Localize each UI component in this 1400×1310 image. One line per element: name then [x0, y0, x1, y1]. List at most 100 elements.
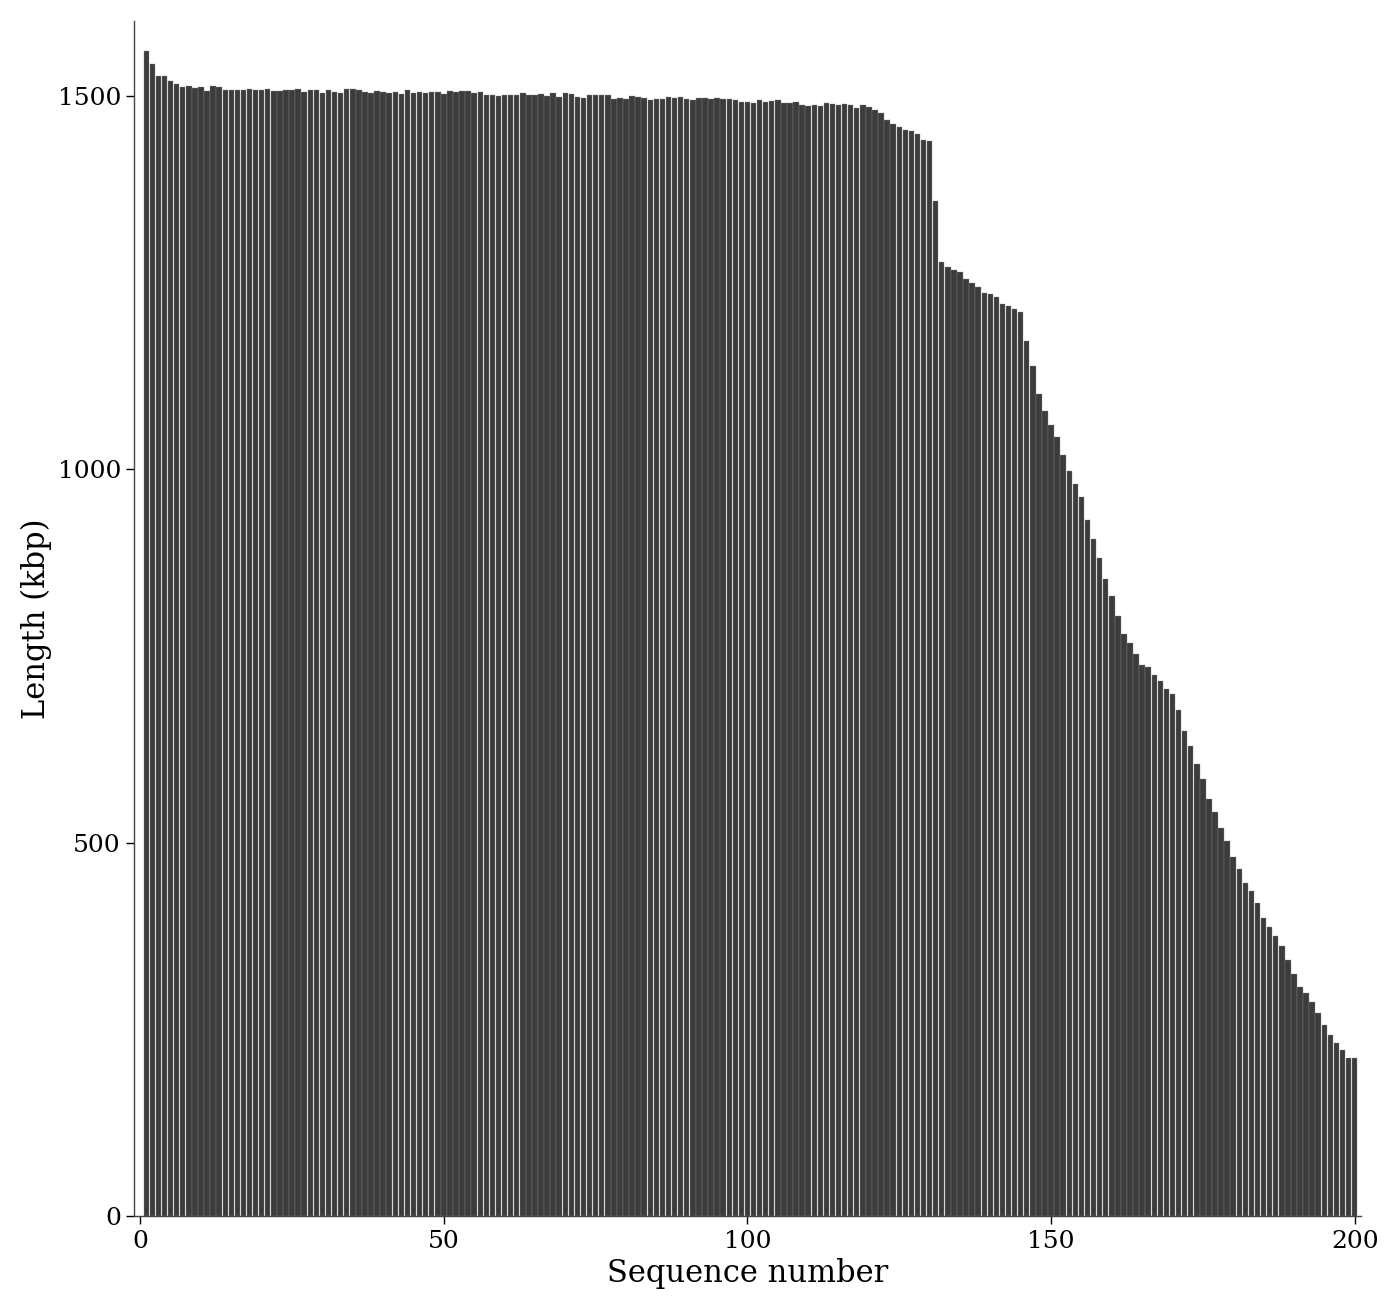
Bar — [1218, 828, 1224, 1217]
Bar — [581, 98, 587, 1217]
Bar — [648, 100, 652, 1217]
Bar — [344, 89, 350, 1217]
Bar — [272, 92, 277, 1217]
Bar — [356, 90, 361, 1217]
Bar — [1049, 426, 1054, 1217]
Bar — [1000, 304, 1005, 1217]
Bar — [483, 96, 489, 1217]
Bar — [672, 98, 678, 1217]
Bar — [1316, 1014, 1322, 1217]
X-axis label: Sequence number: Sequence number — [606, 1258, 888, 1289]
Bar — [210, 86, 216, 1217]
Bar — [241, 90, 246, 1217]
Bar — [1170, 694, 1175, 1217]
Bar — [921, 140, 927, 1217]
Bar — [1127, 643, 1133, 1217]
Bar — [204, 90, 210, 1217]
Bar — [168, 81, 174, 1217]
Bar — [714, 98, 720, 1217]
Bar — [914, 134, 920, 1217]
Bar — [381, 92, 386, 1217]
Bar — [1189, 745, 1193, 1217]
Bar — [428, 93, 434, 1217]
Bar — [563, 93, 568, 1217]
Bar — [1085, 520, 1091, 1217]
Bar — [623, 98, 629, 1217]
Bar — [745, 102, 750, 1217]
Bar — [392, 92, 398, 1217]
Bar — [776, 100, 781, 1217]
Bar — [228, 90, 234, 1217]
Bar — [1231, 857, 1236, 1217]
Bar — [1200, 779, 1205, 1217]
Bar — [848, 105, 854, 1217]
Bar — [1152, 675, 1156, 1217]
Bar — [823, 103, 829, 1217]
Bar — [794, 102, 799, 1217]
Bar — [727, 100, 732, 1217]
Bar — [945, 267, 951, 1217]
Bar — [1285, 960, 1291, 1217]
Bar — [568, 94, 574, 1217]
Bar — [812, 105, 818, 1217]
Bar — [435, 93, 441, 1217]
Bar — [186, 86, 192, 1217]
Bar — [787, 103, 792, 1217]
Bar — [666, 97, 671, 1217]
Bar — [976, 287, 981, 1217]
Bar — [818, 106, 823, 1217]
Bar — [405, 90, 410, 1217]
Bar — [1176, 710, 1182, 1217]
Bar — [532, 96, 538, 1217]
Bar — [654, 98, 659, 1217]
Bar — [441, 94, 447, 1217]
Bar — [1012, 309, 1018, 1217]
Bar — [1352, 1058, 1358, 1217]
Bar — [1291, 973, 1296, 1217]
Bar — [739, 102, 745, 1217]
Bar — [987, 295, 993, 1217]
Bar — [1091, 538, 1096, 1217]
Bar — [1207, 799, 1211, 1217]
Bar — [368, 93, 374, 1217]
Bar — [630, 96, 634, 1217]
Bar — [1145, 667, 1151, 1217]
Bar — [259, 90, 265, 1217]
Bar — [1212, 812, 1218, 1217]
Bar — [1327, 1035, 1333, 1217]
Bar — [805, 106, 811, 1217]
Bar — [636, 97, 641, 1217]
Bar — [150, 64, 155, 1217]
Bar — [423, 93, 428, 1217]
Bar — [575, 97, 580, 1217]
Bar — [199, 88, 204, 1217]
Bar — [1303, 993, 1309, 1217]
Bar — [841, 105, 847, 1217]
Bar — [181, 86, 185, 1217]
Bar — [939, 262, 945, 1217]
Bar — [301, 92, 307, 1217]
Bar — [1261, 918, 1267, 1217]
Bar — [477, 92, 483, 1217]
Bar — [363, 92, 368, 1217]
Bar — [994, 297, 1000, 1217]
Bar — [1116, 616, 1120, 1217]
Bar — [769, 101, 774, 1217]
Bar — [885, 119, 890, 1217]
Bar — [417, 92, 423, 1217]
Bar — [878, 113, 883, 1217]
Bar — [550, 93, 556, 1217]
Bar — [277, 90, 283, 1217]
Bar — [319, 93, 325, 1217]
Bar — [308, 90, 314, 1217]
Bar — [860, 105, 865, 1217]
Bar — [830, 103, 836, 1217]
Bar — [678, 97, 683, 1217]
Bar — [1054, 438, 1060, 1217]
Bar — [685, 98, 689, 1217]
Bar — [1067, 470, 1072, 1217]
Bar — [903, 130, 909, 1217]
Bar — [872, 110, 878, 1217]
Bar — [490, 96, 496, 1217]
Bar — [969, 283, 974, 1217]
